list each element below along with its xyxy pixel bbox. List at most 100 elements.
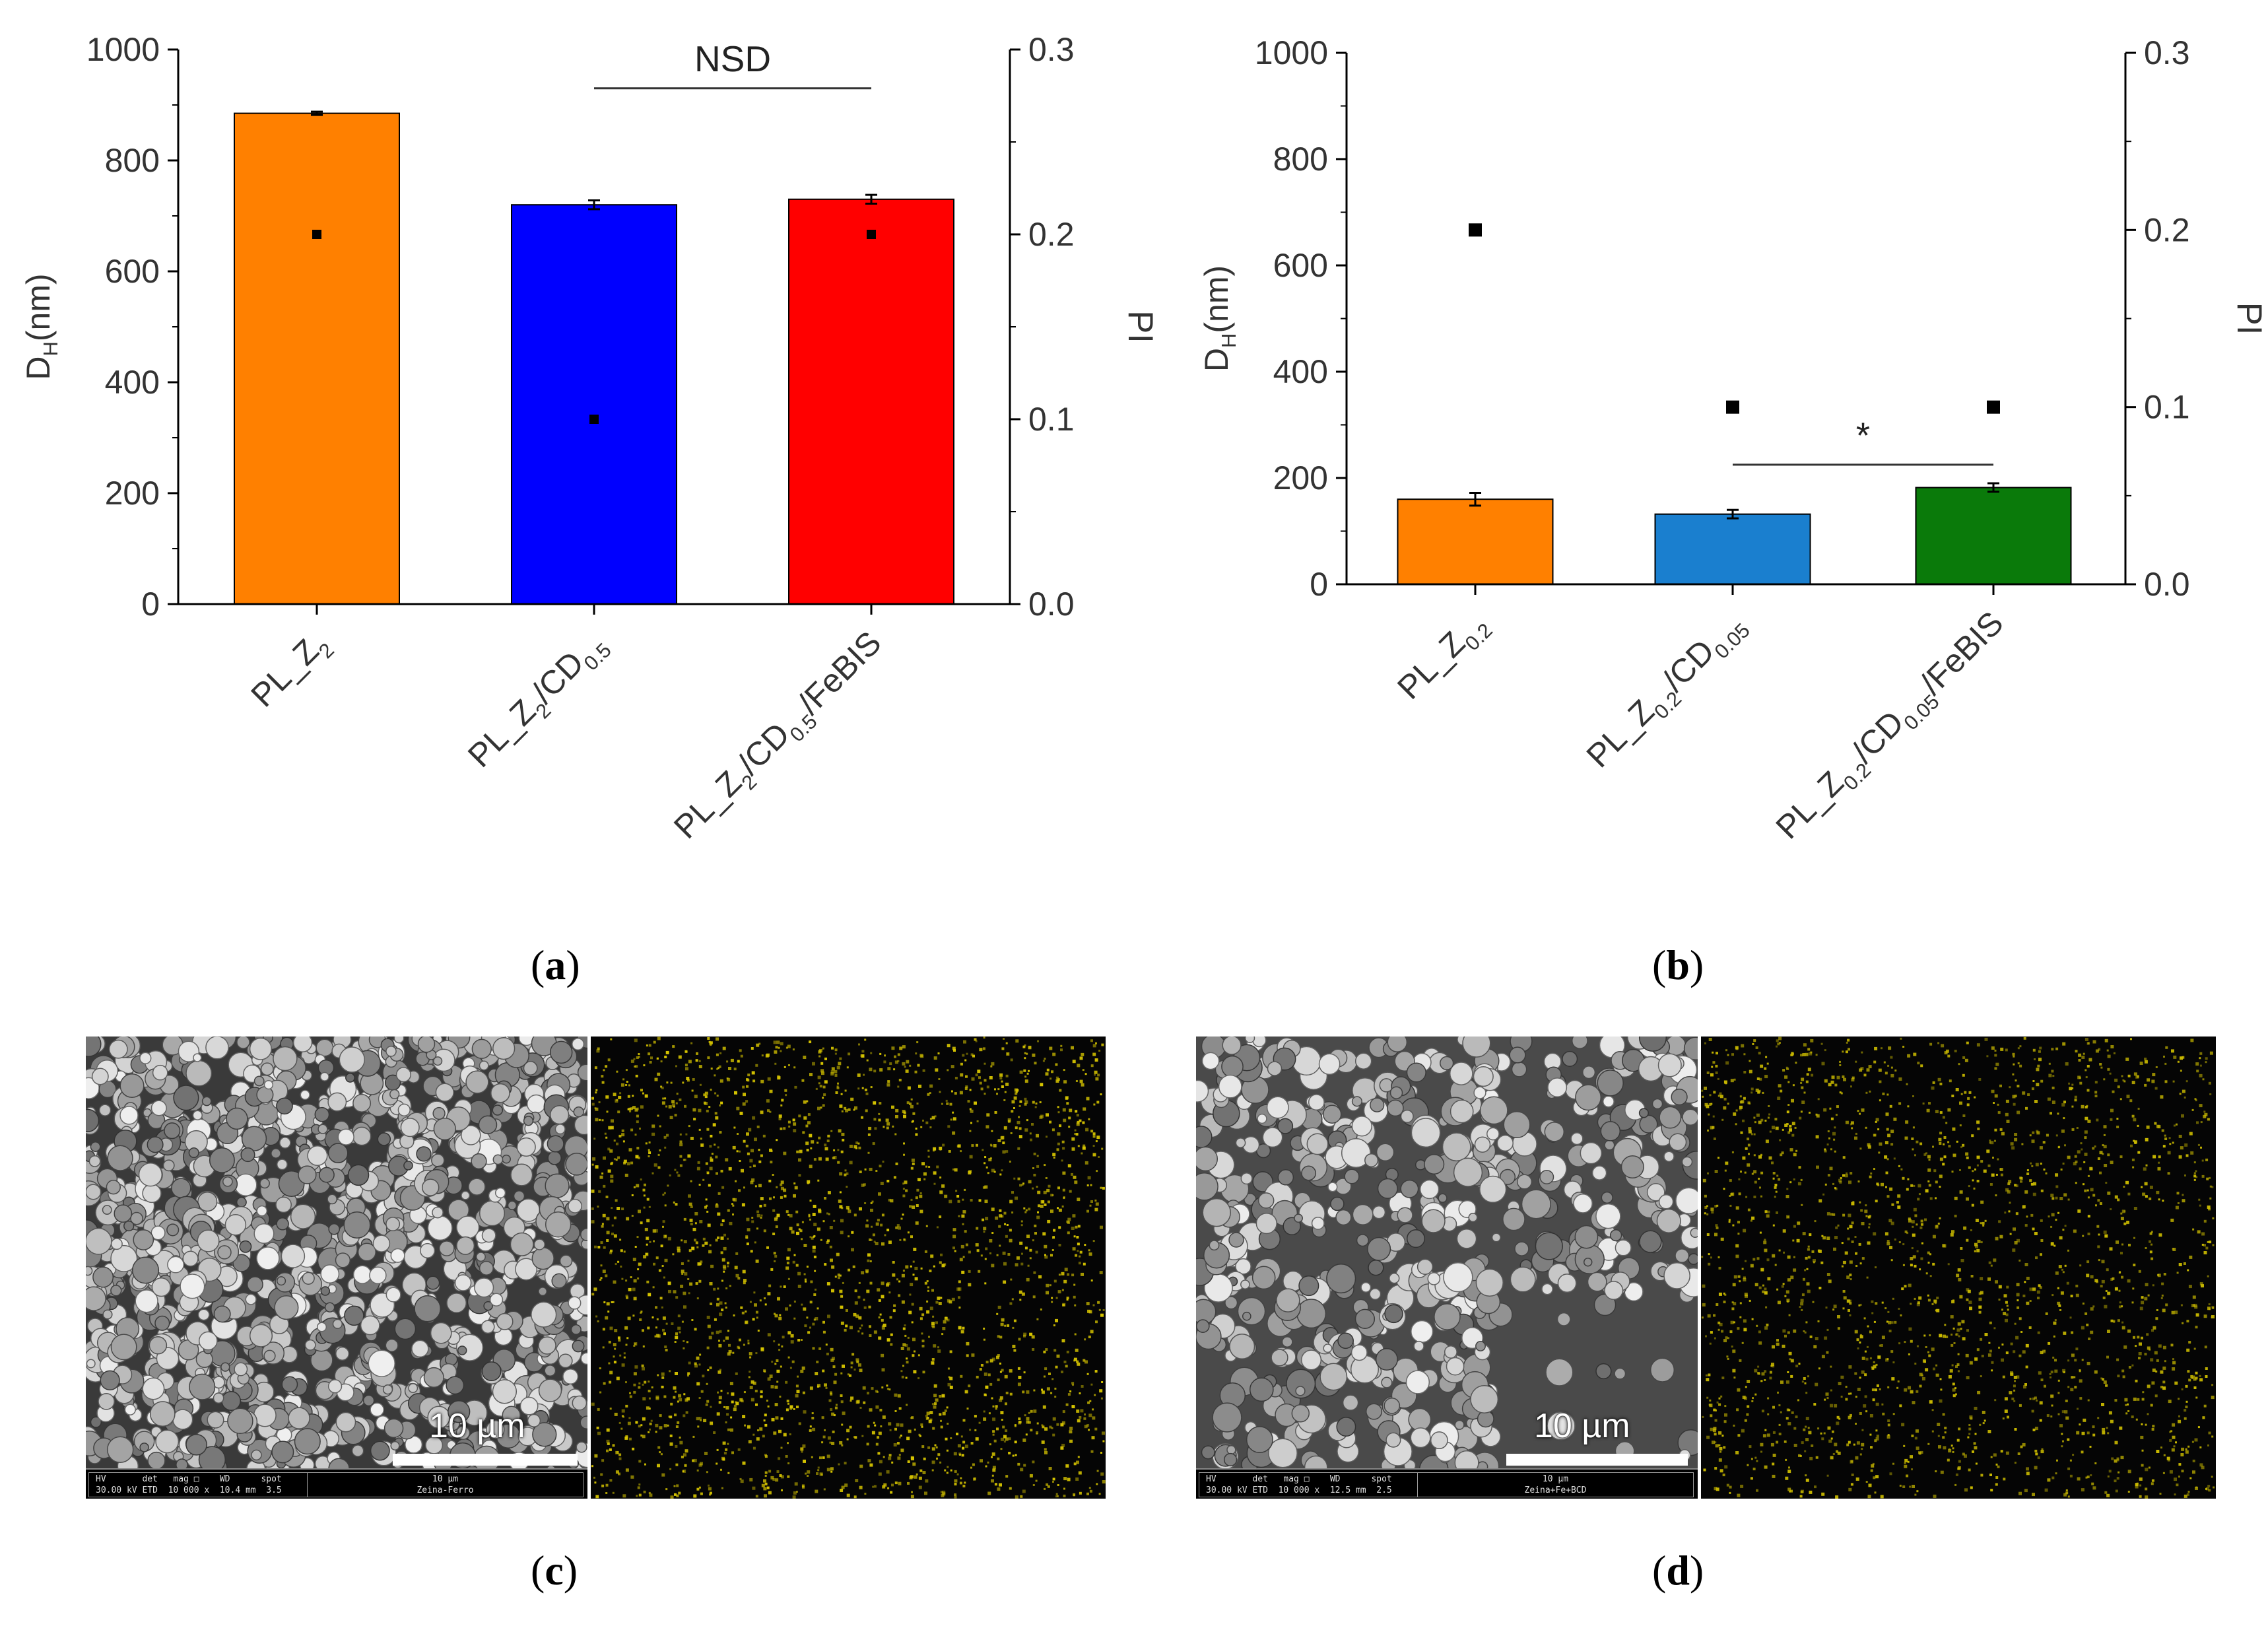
eds-dot [1005,1082,1009,1086]
eds-dot [710,1068,713,1070]
eds-dot [709,1282,713,1285]
eds-dot [1815,1382,1818,1386]
sem-particle [384,1418,404,1439]
eds-dot [822,1097,824,1099]
eds-dot [815,1372,818,1376]
eds-dot [1092,1044,1096,1048]
sem-particle [408,1383,418,1394]
eds-dot [639,1318,642,1321]
y2-tick-label: 0.1 [1028,401,1075,438]
sem-particle [1413,1340,1424,1352]
eds-dot [846,1206,850,1209]
eds-dot [965,1075,968,1078]
eds-dot [593,1138,596,1140]
eds-dot [1918,1296,1922,1300]
x-label-part: /FeBIS [1913,604,2011,702]
sem-particle [1544,1122,1565,1142]
eds-dot [1026,1072,1029,1075]
eds-dot [846,1186,848,1188]
eds-dot [822,1330,826,1334]
eds-dot [786,1262,789,1265]
eds-dot [789,1433,791,1436]
eds-dot [703,1093,706,1097]
sem-particle [492,1379,517,1404]
eds-dot [1055,1063,1058,1066]
eds-dot [1871,1388,1875,1392]
sem-particle [1514,1241,1529,1256]
eds-dot [2084,1136,2087,1139]
eds-dot [1065,1464,1069,1468]
eds-dot [1045,1348,1048,1351]
eds-dot [1003,1280,1007,1284]
eds-dot [703,1419,707,1423]
sem-particle [1367,1237,1391,1261]
eds-dot [857,1073,861,1077]
eds-dot [769,1375,773,1378]
eds-dot [641,1364,644,1367]
sem-particle [92,1266,114,1288]
eds-dot [606,1302,610,1306]
eds-dot [780,1196,783,1199]
y-axis-label-main: D [1198,348,1235,372]
sem-particle [256,1086,274,1104]
eds-dot [710,1156,712,1159]
eds-dot [996,1254,999,1256]
y2-tick-label: 0.2 [1028,216,1075,253]
sem-particle [1322,1105,1342,1124]
eds-dot [904,1334,907,1337]
eds-dot [950,1437,952,1439]
eds-dot [683,1159,685,1161]
eds-dot [1046,1188,1050,1192]
eds-dot [709,1041,713,1045]
eds-dot [604,1132,607,1135]
eds-dot [1012,1454,1015,1457]
eds-dot [982,1047,985,1050]
eds-dot [818,1082,820,1085]
sem-particle [1240,1279,1250,1289]
eds-dot [1075,1080,1078,1082]
eds-dot [714,1143,716,1146]
eds-dot [1022,1182,1024,1185]
eds-dot [1051,1427,1053,1429]
eds-dot [867,1151,870,1154]
eds-dot [2035,1163,2039,1167]
eds-dot [633,1058,636,1060]
eds-dot [684,1272,688,1276]
eds-dot [719,1301,723,1305]
eds-dot [801,1238,803,1241]
eds-dot [1099,1271,1103,1275]
sem-particle [1502,1207,1525,1231]
eds-dot [739,1111,743,1115]
eds-dot [910,1265,912,1268]
eds-dot [992,1466,996,1470]
y-axis-label: DH(nm) [20,273,62,380]
eds-dot [980,1459,983,1463]
eds-dot [962,1484,966,1487]
sem-particle [197,1229,220,1252]
eds-dot [1024,1103,1027,1106]
sem-particle [1638,1108,1649,1118]
eds-dot [1735,1109,1738,1112]
sem-particle [1277,1169,1294,1186]
sem-particle [465,1070,489,1094]
eds-dot [832,1357,835,1361]
sem-particle [572,1037,585,1051]
eds-dot [625,1435,628,1439]
eds-dot [960,1150,962,1153]
eds-dot [1018,1417,1021,1421]
eds-dot [1093,1103,1096,1106]
sem-particle [549,1040,573,1064]
eds-dot [1098,1493,1101,1495]
eds-dot [657,1464,660,1468]
eds-dot [787,1475,790,1478]
eds-dot [648,1052,651,1056]
eds-dot [622,1415,624,1418]
eds-dot [881,1386,884,1389]
eds-dot [866,1219,869,1222]
eds-dot [706,1346,710,1349]
eds-dot [2081,1105,2085,1108]
eds-dot [654,1229,658,1233]
eds-dot [694,1239,696,1242]
sem-particle [1244,1037,1255,1044]
eds-dot [1015,1092,1018,1095]
